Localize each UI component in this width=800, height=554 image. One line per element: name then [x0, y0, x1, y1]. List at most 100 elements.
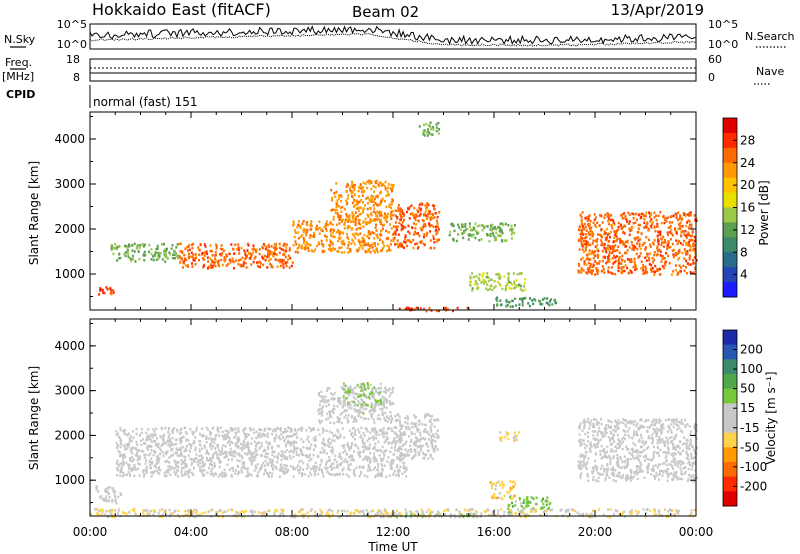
power-cell	[423, 223, 426, 226]
power-cell	[606, 215, 609, 218]
velocity-cell	[580, 453, 583, 456]
velocity-cell	[385, 432, 388, 435]
power-cell	[619, 223, 622, 226]
power-cell	[368, 182, 371, 185]
velocity-cell	[692, 445, 695, 449]
velocity-cell	[612, 455, 615, 458]
velocity-cell	[625, 419, 628, 422]
velocity-cell	[425, 443, 428, 446]
power-cell	[105, 286, 108, 289]
velocity-cell	[241, 456, 244, 460]
velocity-cell	[409, 440, 412, 443]
velocity-cell	[627, 434, 630, 437]
velocity-cell	[387, 416, 390, 420]
velocity-cell	[105, 495, 108, 498]
velocity-cell	[618, 475, 621, 478]
velocity-cell	[410, 431, 413, 434]
velocity-cell	[339, 402, 342, 406]
power-cell	[583, 239, 585, 243]
velocity-cell	[636, 434, 639, 437]
velocity-cell	[635, 424, 638, 427]
power-cell	[273, 246, 275, 249]
velocity-cell	[599, 467, 602, 470]
power-cell	[269, 258, 272, 261]
velocity-cell	[655, 471, 658, 475]
velocity-cell	[667, 475, 670, 478]
velocity-cell	[154, 450, 157, 453]
velocity-cell	[405, 466, 408, 470]
velocity-cell	[523, 498, 526, 502]
velocity-cell	[117, 443, 120, 447]
power-cell	[161, 243, 163, 246]
velocity-cell	[277, 452, 280, 456]
velocity-cell	[544, 499, 547, 503]
power-cell	[241, 265, 243, 268]
power-cell	[302, 237, 305, 240]
velocity-cell	[351, 392, 354, 395]
velocity-cell	[513, 431, 516, 435]
velocity-cell	[300, 438, 303, 441]
power-cell	[612, 219, 615, 222]
velocity-cell	[225, 437, 227, 441]
velocity-cell	[370, 408, 373, 412]
power-cell	[420, 228, 423, 231]
velocity-cell	[153, 430, 156, 433]
power-cell	[392, 225, 395, 228]
velocity-cell	[136, 467, 139, 470]
velocity-cell	[630, 471, 633, 475]
power-cell	[314, 226, 317, 230]
power-cell	[374, 218, 377, 221]
velocity-cell	[365, 447, 368, 451]
velocity-cell	[180, 427, 183, 431]
power-cell	[688, 214, 691, 217]
velocity-cell	[358, 409, 361, 412]
velocity-cell	[208, 430, 211, 434]
power-cell	[496, 304, 499, 307]
velocity-cell	[131, 456, 133, 459]
velocity-cell	[437, 436, 440, 439]
velocity-cell	[610, 437, 613, 440]
power-cell	[688, 223, 691, 227]
velocity-cell	[382, 427, 385, 430]
velocity-cell	[276, 460, 279, 464]
velocity-cell	[589, 424, 592, 427]
power-cell	[418, 125, 421, 128]
velocity-cell	[159, 436, 162, 439]
power-cell	[638, 242, 641, 246]
power-cell	[518, 303, 521, 306]
velocity-cell	[263, 472, 265, 476]
velocity-cell	[381, 433, 384, 436]
velocity-cell	[260, 464, 263, 468]
power-cell	[366, 243, 369, 247]
power-cell	[285, 249, 288, 253]
power-cell	[628, 213, 631, 216]
power-cell	[580, 258, 583, 261]
velocity-cell	[432, 448, 435, 451]
power-cell	[660, 260, 663, 263]
velocity-cell	[294, 433, 297, 436]
power-cell	[657, 230, 660, 234]
power-cell	[628, 269, 631, 272]
velocity-cell	[132, 458, 135, 462]
power-cell	[266, 266, 269, 269]
power-cell	[427, 130, 430, 134]
velocity-cell	[115, 433, 118, 437]
power-cell	[662, 245, 665, 248]
velocity-cell	[101, 497, 104, 501]
velocity-cell	[371, 407, 374, 411]
velocity-cell	[130, 439, 133, 443]
power-cell	[240, 246, 243, 250]
power-cell	[685, 236, 688, 239]
velocity-cell	[193, 466, 195, 470]
velocity-cell	[320, 450, 323, 454]
velocity-cell	[312, 437, 315, 440]
power-cell	[130, 244, 133, 247]
velocity-cell	[202, 468, 205, 472]
power-cell	[209, 249, 212, 253]
power-cell	[355, 232, 358, 236]
power-cell	[610, 266, 613, 269]
power-cell	[406, 244, 408, 248]
power-cell	[654, 264, 657, 268]
power-cell	[580, 229, 583, 232]
power-cell	[343, 223, 346, 226]
